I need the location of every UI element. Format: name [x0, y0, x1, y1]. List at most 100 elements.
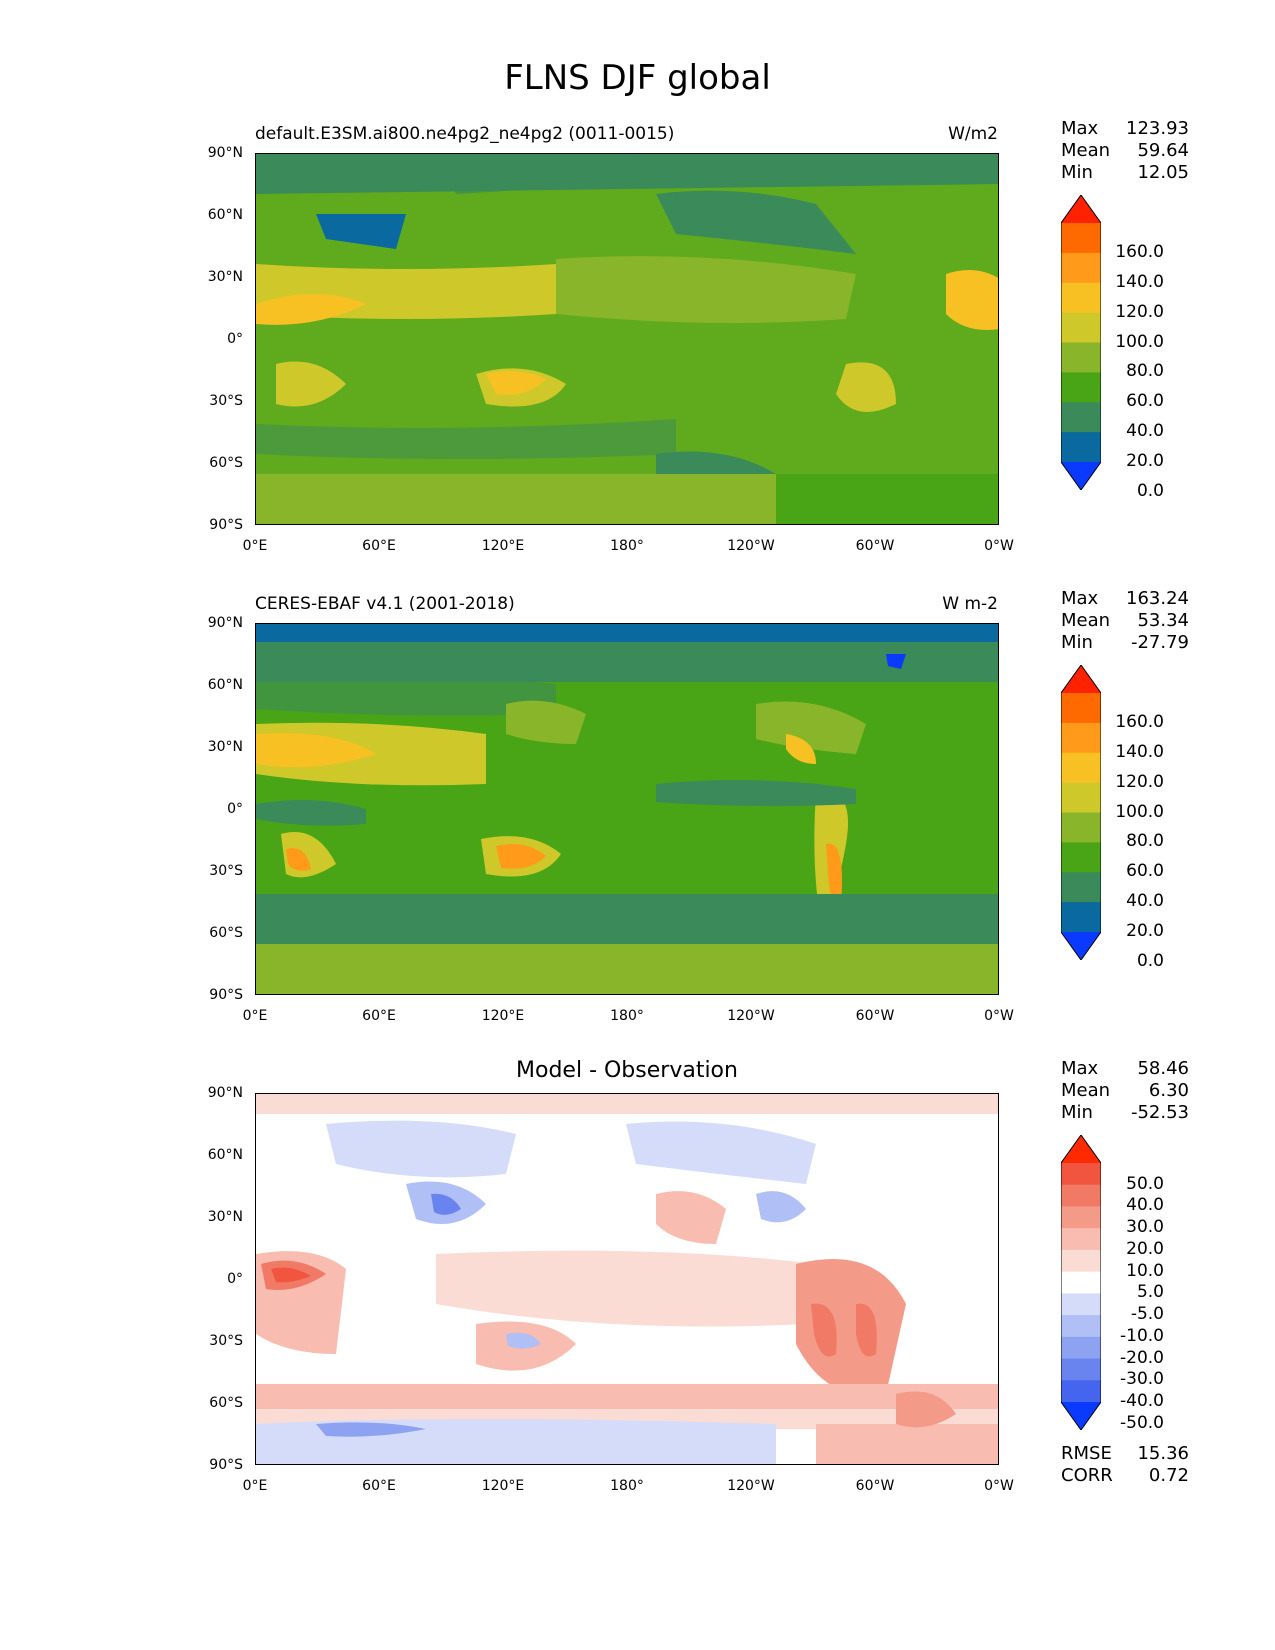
lon-tick: 120°W [727, 538, 775, 554]
stat-label: Min [1061, 632, 1093, 653]
colorbar: 160.0 140.0 120.0 100.0 80.0 60.0 40.0 20.0 0.0 [1060, 664, 1164, 971]
stat-mean: 59.64 [1137, 140, 1189, 161]
lon-tick: 180° [610, 538, 644, 554]
stat-label: Mean [1061, 610, 1111, 631]
colorbar-segment [1061, 902, 1101, 933]
colorbar-segment [1061, 782, 1101, 813]
lat-tick: 0° [227, 1271, 243, 1287]
colorbar-tick-label: 0.0 [1136, 950, 1164, 971]
colorbar-extend-min [1061, 1402, 1101, 1430]
colorbar-tick-label: 20.0 [1126, 921, 1164, 941]
colorbar-svg [1060, 194, 1102, 491]
colorbar-tick-label: -20.0 [1120, 1347, 1164, 1368]
colorbar-tick-label: 120.0 [1115, 301, 1164, 322]
colorbar-tick-label: 140.0 [1115, 741, 1164, 762]
colorbar-segment [1061, 842, 1101, 873]
colorbar-extend-max [1061, 1135, 1101, 1163]
lon-tick: 120°E [481, 1478, 525, 1494]
lon-tick: 60°W [855, 538, 895, 554]
panel-title-left: CERES-EBAF v4.1 (2001-2018) [255, 594, 515, 614]
lat-tick: 0° [227, 331, 243, 347]
colorbar-segment [1061, 1336, 1101, 1360]
map-model [255, 153, 999, 525]
colorbar-tick-label: 40.0 [1126, 891, 1164, 912]
colorbar-tick-label: -40.0 [1120, 1391, 1164, 1411]
lat-tick: 30°S [209, 1333, 243, 1349]
colorbar-segment [1061, 1206, 1101, 1229]
colorbar-tick-label: 40.0 [1126, 421, 1164, 442]
colorbar-segment [1061, 1249, 1101, 1273]
colorbar-tick-label: 60.0 [1126, 861, 1164, 882]
lon-tick: 120°W [727, 1478, 775, 1494]
stat-mean: 6.30 [1148, 1080, 1189, 1101]
lat-tick: 60°N [207, 207, 243, 223]
lon-tick: 180° [610, 1008, 644, 1024]
lat-tick: 90°S [209, 517, 243, 533]
map-observation [255, 623, 999, 995]
colorbar-segment [1061, 223, 1101, 254]
lon-tick: 180° [610, 1478, 644, 1494]
lat-tick: 30°N [207, 739, 243, 755]
colorbar-tick-label: 120.0 [1115, 771, 1164, 792]
colorbar-segment [1061, 1293, 1101, 1316]
colorbar-tick-label: -10.0 [1120, 1325, 1164, 1346]
colorbar-tick-label: 100.0 [1115, 331, 1164, 352]
map-field-difference [256, 1094, 998, 1464]
colorbar-tick-label: 60.0 [1126, 391, 1164, 412]
stat-mean: 53.34 [1137, 610, 1189, 631]
lat-tick: 90°N [207, 615, 243, 631]
colorbar-tick-label: 140.0 [1115, 271, 1164, 292]
colorbar-segment [1061, 402, 1101, 433]
colorbar-tick-label: 80.0 [1126, 831, 1164, 852]
lat-tick: 60°S [209, 1395, 243, 1411]
lat-tick: 60°N [207, 677, 243, 693]
colorbar-tick-label: 5.0 [1136, 1282, 1164, 1303]
colorbar-tick-label: 80.0 [1126, 361, 1164, 382]
lon-tick: 0°E [242, 1008, 268, 1024]
colorbar-tick-label: 20.0 [1126, 451, 1164, 471]
colorbar-segment [1061, 872, 1101, 903]
lat-tick: 90°S [209, 987, 243, 1003]
colorbar-segment [1061, 1228, 1101, 1251]
colorbar-segment [1061, 1271, 1101, 1294]
colorbar-tick-label: -30.0 [1120, 1369, 1164, 1390]
lat-tick: 0° [227, 801, 243, 817]
stat-rmse: 15.36 [1137, 1443, 1189, 1464]
stat-label: Min [1061, 162, 1093, 183]
colorbar-tick-label: 100.0 [1115, 801, 1164, 822]
map-difference [255, 1093, 999, 1465]
colorbar-segment [1061, 342, 1101, 373]
stats-block: Max 163.24 Mean 53.34 Min -27.79 [1061, 588, 1189, 654]
lat-tick: 30°S [209, 863, 243, 879]
colorbar-tick-label: 20.0 [1126, 1238, 1164, 1259]
colorbar-segment [1061, 812, 1101, 843]
lon-tick: 60°W [855, 1008, 895, 1024]
lon-tick: 0°E [242, 538, 268, 554]
colorbar-segment [1061, 312, 1101, 343]
error-stats-block: RMSE 15.36 CORR 0.72 [1061, 1443, 1189, 1487]
lon-tick: 0°W [984, 538, 1014, 554]
colorbar-tick-label: 160.0 [1115, 711, 1164, 732]
lon-tick: 60°E [362, 538, 396, 554]
lon-tick: 60°W [855, 1478, 895, 1494]
stat-max: 58.46 [1137, 1058, 1189, 1079]
colorbar-segment [1061, 1163, 1101, 1186]
colorbar-segment [1061, 1380, 1101, 1403]
lon-tick: 120°W [727, 1008, 775, 1024]
lat-tick: 60°S [209, 455, 243, 471]
colorbar-extend-max [1061, 665, 1101, 693]
colorbar-segment [1061, 432, 1101, 463]
colorbar-tick-label: 10.0 [1126, 1260, 1164, 1281]
colorbar-extend-max [1061, 195, 1101, 223]
stat-label: Min [1061, 1102, 1093, 1123]
colorbar-tick-label: 160.0 [1115, 241, 1164, 262]
colorbar-segment [1061, 752, 1101, 784]
colorbar-segment [1061, 372, 1101, 403]
map-field-observation [256, 624, 998, 994]
colorbar-segment [1061, 693, 1101, 724]
stat-label: CORR [1061, 1465, 1113, 1486]
colorbar: 50.0 40.0 30.0 20.0 10.0 5.0 -5.0 -10.0 -20.0 -30… [1060, 1134, 1164, 1433]
stat-max: 163.24 [1126, 588, 1189, 609]
lon-tick: 60°E [362, 1478, 396, 1494]
lat-tick: 30°N [207, 1209, 243, 1225]
